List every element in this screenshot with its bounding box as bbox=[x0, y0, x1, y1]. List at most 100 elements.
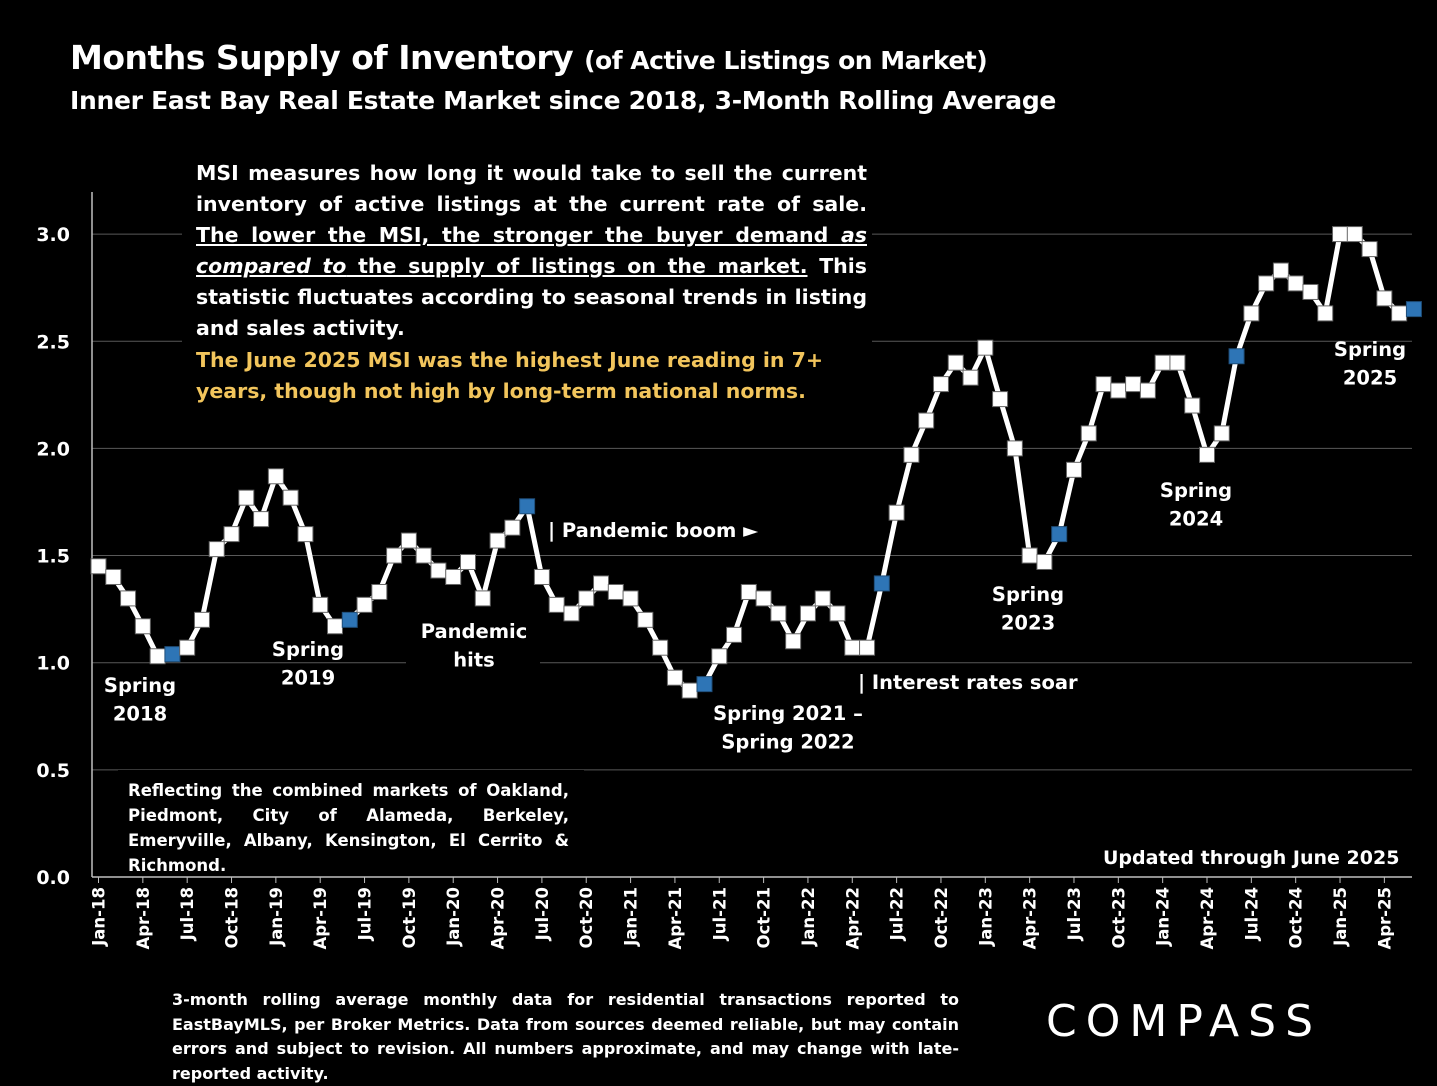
data-point bbox=[1154, 354, 1171, 371]
annotation-pandemic-hits: hits bbox=[453, 649, 495, 672]
y-tick-label: 1.5 bbox=[36, 546, 70, 568]
data-point bbox=[622, 590, 639, 607]
data-point bbox=[489, 532, 506, 549]
data-point bbox=[400, 532, 417, 549]
x-tick-label: Oct-19 bbox=[400, 887, 419, 949]
data-point bbox=[962, 369, 979, 386]
data-point bbox=[149, 648, 166, 665]
x-tick-label: Apr-23 bbox=[1021, 887, 1040, 950]
data-point bbox=[1258, 275, 1275, 292]
y-tick-label: 1.0 bbox=[36, 653, 70, 675]
x-tick-label: Apr-21 bbox=[666, 887, 685, 950]
data-point bbox=[1006, 440, 1023, 457]
data-point bbox=[1332, 226, 1349, 243]
x-tick-label: Apr-20 bbox=[489, 887, 508, 950]
x-tick-label: Jul-18 bbox=[178, 887, 197, 941]
data-point bbox=[652, 639, 669, 656]
data-point bbox=[785, 633, 802, 650]
data-point bbox=[1199, 446, 1215, 463]
markets-note: Reflecting the combined markets of Oakla… bbox=[128, 781, 569, 875]
data-point bbox=[829, 605, 846, 622]
compass-logo: COMPASS bbox=[1046, 996, 1322, 1047]
data-point bbox=[903, 446, 920, 463]
data-point bbox=[814, 590, 831, 607]
data-point bbox=[504, 519, 521, 536]
data-point bbox=[474, 590, 491, 607]
annotation-spring2018: 2018 bbox=[113, 703, 167, 726]
data-point bbox=[415, 547, 432, 564]
annotation-spring2019: 2019 bbox=[281, 667, 335, 690]
data-point bbox=[932, 376, 949, 393]
x-tick-label: Jan-19 bbox=[267, 887, 286, 947]
text-background bbox=[118, 770, 584, 870]
data-point bbox=[711, 648, 728, 665]
highlight-point bbox=[1405, 301, 1422, 318]
x-tick-label: Jul-22 bbox=[888, 887, 907, 941]
data-point bbox=[548, 596, 565, 613]
data-point bbox=[386, 547, 403, 564]
highlight-point bbox=[696, 676, 713, 693]
data-point bbox=[770, 605, 787, 622]
chart-title: Months Supply of Inventory (of Active Li… bbox=[70, 38, 988, 77]
annotation-spring2021: Spring 2021 – bbox=[713, 702, 863, 725]
data-point bbox=[844, 639, 861, 656]
annotation-spring2025: 2025 bbox=[1343, 367, 1397, 390]
x-tick-label: Jan-20 bbox=[444, 887, 463, 947]
data-point bbox=[120, 590, 137, 607]
data-point bbox=[1125, 376, 1142, 393]
x-tick-label: Jan-25 bbox=[1331, 887, 1350, 947]
x-tick-label: Jan-22 bbox=[799, 887, 818, 947]
data-point bbox=[1376, 290, 1393, 307]
data-point bbox=[267, 468, 284, 485]
x-tick-label: Jul-23 bbox=[1065, 887, 1084, 941]
highlight-point bbox=[519, 498, 536, 515]
data-point bbox=[1021, 547, 1038, 564]
data-point bbox=[1317, 305, 1334, 322]
data-point bbox=[740, 583, 757, 600]
data-point bbox=[992, 391, 1009, 408]
annotation-spring2021: Spring 2022 bbox=[721, 731, 854, 754]
x-tick-label: Jul-24 bbox=[1242, 887, 1261, 941]
annotation-spring2023: Spring bbox=[992, 583, 1064, 606]
data-point bbox=[1302, 283, 1319, 300]
highlight-point bbox=[1228, 348, 1245, 365]
data-point bbox=[593, 575, 610, 592]
x-tick-label: Jan-21 bbox=[622, 887, 641, 947]
data-point bbox=[1272, 262, 1289, 279]
data-point bbox=[1080, 425, 1097, 442]
y-tick-label: 0.0 bbox=[36, 867, 70, 889]
x-tick-label: Oct-20 bbox=[577, 887, 596, 949]
x-tick-label: Oct-24 bbox=[1287, 887, 1306, 949]
x-tick-label: Oct-23 bbox=[1109, 887, 1128, 949]
msi-description: MSI measures how long it would take to s… bbox=[196, 161, 868, 340]
text-background bbox=[406, 610, 540, 670]
data-point bbox=[1095, 376, 1112, 393]
data-point bbox=[356, 596, 373, 613]
y-tick-label: 2.0 bbox=[36, 438, 70, 460]
data-point bbox=[888, 504, 905, 521]
data-point bbox=[105, 568, 122, 585]
annotation-spring2019: Spring bbox=[272, 638, 344, 661]
data-point bbox=[430, 562, 447, 579]
highlight-point bbox=[164, 646, 181, 663]
annotation-interest-rates: | Interest rates soar bbox=[858, 671, 1078, 694]
chart-subtitle: Inner East Bay Real Estate Market since … bbox=[70, 86, 1057, 115]
x-tick-label: Oct-22 bbox=[932, 887, 951, 949]
data-point bbox=[208, 541, 225, 558]
data-point bbox=[90, 558, 107, 575]
data-point bbox=[977, 339, 994, 356]
annotation-spring2018: Spring bbox=[104, 674, 176, 697]
data-point bbox=[1287, 275, 1304, 292]
data-point bbox=[1169, 354, 1186, 371]
x-tick-label: Apr-19 bbox=[311, 887, 330, 950]
data-point bbox=[179, 639, 196, 656]
data-point bbox=[578, 590, 595, 607]
data-point bbox=[681, 682, 698, 699]
data-point bbox=[755, 590, 772, 607]
data-point bbox=[1036, 553, 1053, 570]
data-point bbox=[134, 618, 151, 635]
annotation-spring2023: 2023 bbox=[1001, 612, 1055, 635]
data-point bbox=[297, 526, 314, 543]
x-tick-label: Jul-21 bbox=[710, 887, 729, 941]
